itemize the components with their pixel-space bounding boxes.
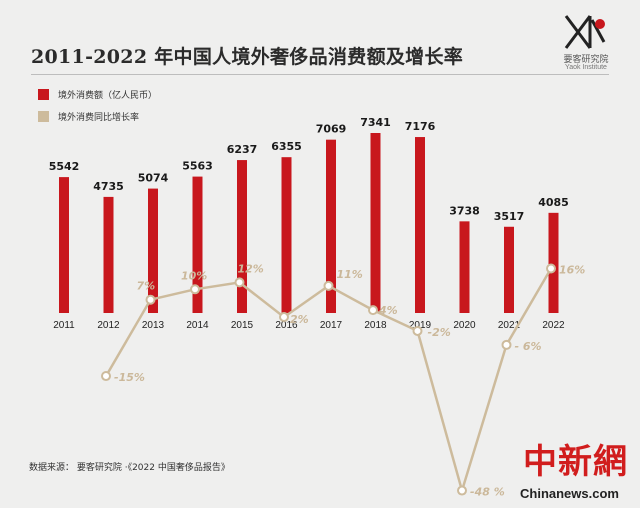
bar-2015 (237, 160, 247, 313)
bar-label-2018: 7341 (360, 116, 391, 129)
growth-point-2016 (279, 312, 289, 323)
growth-point-2017 (323, 280, 334, 291)
growth-point-2012 (101, 371, 111, 382)
yaok-logo: 要客研究院 Yaok Institute (546, 12, 626, 78)
year-label-2018: 2018 (364, 320, 387, 331)
growth-point-2015 (234, 277, 245, 288)
data-source: 数据来源： 要客研究院 ·《2022 中国奢侈品报告》 (29, 463, 230, 473)
year-label-2019: 2019 (409, 320, 432, 331)
watermark-chinanews-cn: 中新網 (523, 442, 628, 482)
bar-label-2011: 5542 (49, 160, 80, 173)
growth-point-2019 (412, 325, 423, 336)
bar-label-2019: 7176 (405, 120, 436, 133)
legend-item-growth: 境外消费同比增长率 (38, 110, 139, 123)
title-divider (31, 74, 609, 75)
legend-label-amount: 境外消费额（亿人民币） (58, 91, 158, 101)
growth-point-2021 (501, 339, 512, 350)
growth-label-2019: -2% (428, 326, 451, 339)
bar-label-2014: 5563 (182, 160, 213, 173)
growth-label-2021: - 6% (515, 340, 542, 353)
legend-swatch-amount (38, 89, 49, 100)
year-label-2016: 2016 (275, 320, 298, 331)
growth-label-2012: -15% (114, 371, 145, 384)
watermark-chinanews-en: Chinanews.com (520, 486, 619, 501)
growth-point-2013 (145, 294, 156, 305)
bar-2012 (103, 196, 114, 313)
bar-2019 (415, 137, 425, 313)
bar-2020 (459, 221, 470, 313)
bar-label-2020: 3738 (449, 204, 480, 217)
year-label-2017: 2017 (320, 320, 343, 331)
legend-label-growth: 境外消费同比增长率 (58, 113, 140, 123)
year-label-2015: 2015 (231, 320, 254, 331)
bar-label-2021: 3517 (494, 210, 525, 223)
growth-point-2020 (457, 485, 467, 496)
year-label-2013: 2013 (142, 320, 165, 331)
legend-swatch-growth (38, 111, 49, 122)
growth-point-2022 (546, 263, 556, 274)
bar-label-2017: 7069 (316, 123, 347, 136)
bar-2017 (326, 139, 336, 313)
bar-label-2016: 6355 (271, 140, 302, 153)
growth-label-2016: 2% (290, 313, 309, 326)
chart-title: 2011-2022 年中国人境外奢侈品消费额及增长率 (31, 46, 464, 68)
bar-2013 (148, 188, 158, 313)
growth-label-2014: 10% (181, 269, 207, 282)
growth-label-2015: 12% (238, 262, 264, 275)
growth-point-2014 (190, 284, 200, 295)
bar-label-2012: 4735 (93, 180, 124, 193)
year-label-2014: 2014 (186, 320, 209, 331)
logo-subtitle: Yaok Institute (565, 64, 607, 71)
growth-point-2018 (368, 305, 378, 316)
year-label-2020: 2020 (453, 320, 476, 331)
growth-label-2018: 4% (378, 304, 398, 317)
growth-label-2022: 16% (559, 263, 585, 276)
bar-2016 (281, 157, 292, 313)
year-label-2021: 2021 (498, 320, 521, 331)
bar-label-2013: 5074 (138, 172, 169, 185)
bar-2011 (59, 177, 69, 313)
year-label-2012: 2012 (97, 320, 120, 331)
bar-label-2015: 6237 (227, 143, 258, 156)
growth-label-2017: 11% (337, 268, 363, 281)
year-label-2022: 2022 (542, 320, 565, 331)
logo-name: 要客研究院 (563, 55, 609, 65)
growth-label-2020: -48 % (470, 486, 505, 499)
bar-2022 (548, 212, 559, 313)
growth-label-2013: 7% (137, 280, 156, 293)
bar-2018 (370, 133, 381, 313)
bar-label-2022: 4085 (538, 196, 569, 209)
year-label-2011: 2011 (53, 320, 75, 331)
yaok-logo-icon (564, 15, 606, 49)
bar-2014 (192, 176, 203, 313)
bar-2021 (504, 226, 514, 313)
legend-item-amount: 境外消费额（亿人民币） (38, 88, 157, 101)
